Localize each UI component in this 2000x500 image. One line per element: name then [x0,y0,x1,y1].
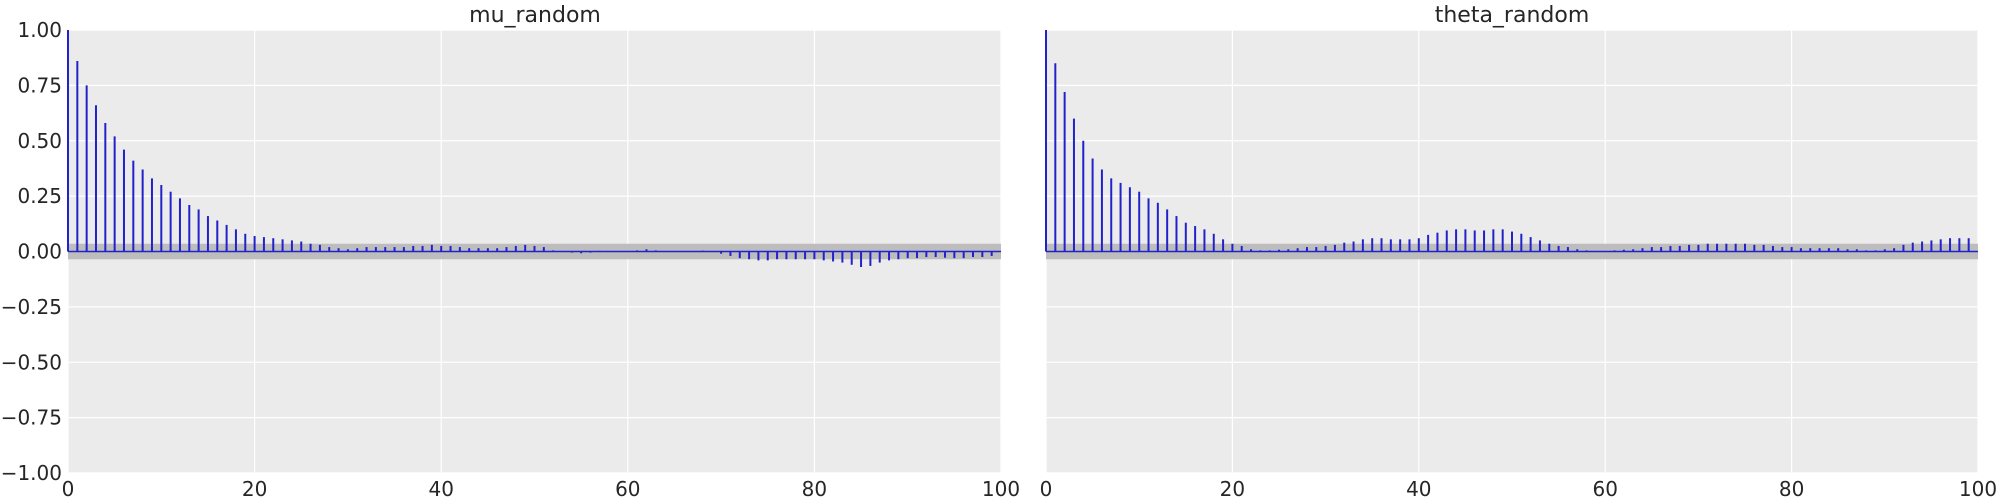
acf-stems [1045,30,1970,252]
y-tick-label: 0.50 [17,129,62,153]
y-tick-label: 1.00 [17,18,62,42]
x-tick-label: 80 [1779,477,1804,500]
x-tick-label: 20 [1220,477,1245,500]
y-tick-label: −0.25 [1,295,62,319]
panel-title-theta-random: theta_random [1435,3,1590,28]
x-tick-label: 60 [1592,477,1617,500]
panel-theta-random: theta_random 0 20 40 60 80 100 [1040,3,1997,500]
x-tick-label: 60 [615,477,640,500]
y-tick-label: −1.00 [1,461,62,485]
panel-title-mu-random: mu_random [469,3,601,28]
y-tick-label: 0.00 [17,240,62,264]
x-tick-label: 80 [802,477,827,500]
x-tick-label: 100 [982,477,1020,500]
y-tick-label: 0.25 [17,184,62,208]
x-tick-label: 0 [62,477,75,500]
x-tick-label: 40 [1406,477,1431,500]
plot-area [67,29,1002,474]
y-tick-label: −0.50 [1,350,62,374]
acf-stems [67,30,993,268]
plot-area [1045,29,1979,474]
x-tick-label: 0 [1040,477,1053,500]
x-tick-label: 40 [428,477,453,500]
x-tick-label: 100 [1959,477,1997,500]
panel-mu-random: mu_random 0 20 40 60 80 100 1.00 0.75 0.50 0.25 0.… [1,3,1020,500]
x-tick-label: 20 [242,477,267,500]
y-tick-label: 0.75 [17,73,62,97]
y-tick-label: −0.75 [1,406,62,430]
